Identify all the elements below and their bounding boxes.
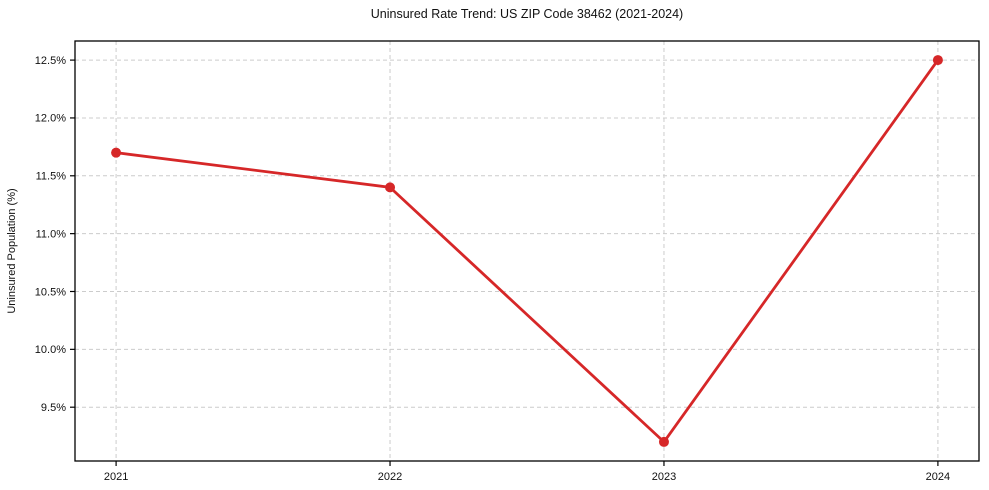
y-tick-label: 10.0% [35, 344, 66, 356]
data-point [932, 55, 943, 66]
x-tick-label: 2022 [378, 471, 402, 483]
trend-line [114, 58, 940, 444]
x-tick-label: 2024 [926, 471, 950, 483]
y-tick-label: 11.0% [36, 228, 67, 240]
y-tick-label: 10.5% [35, 286, 66, 298]
y-tick-label: 12.0% [35, 113, 66, 125]
y-tick-label: 11.5% [36, 171, 67, 183]
y-axis-label: Uninsured Population (%) [6, 188, 18, 314]
chart-title: Uninsured Rate Trend: US ZIP Code 38462 … [370, 7, 684, 21]
data-point [658, 436, 669, 447]
x-tick-label: 2021 [104, 471, 128, 483]
x-tick-label: 2023 [652, 471, 676, 483]
y-tick-label: 9.5% [41, 402, 66, 414]
y-tick-label: 12.5% [35, 55, 66, 67]
data-point [111, 147, 122, 158]
plot-border [74, 40, 980, 462]
data-point [385, 182, 396, 193]
